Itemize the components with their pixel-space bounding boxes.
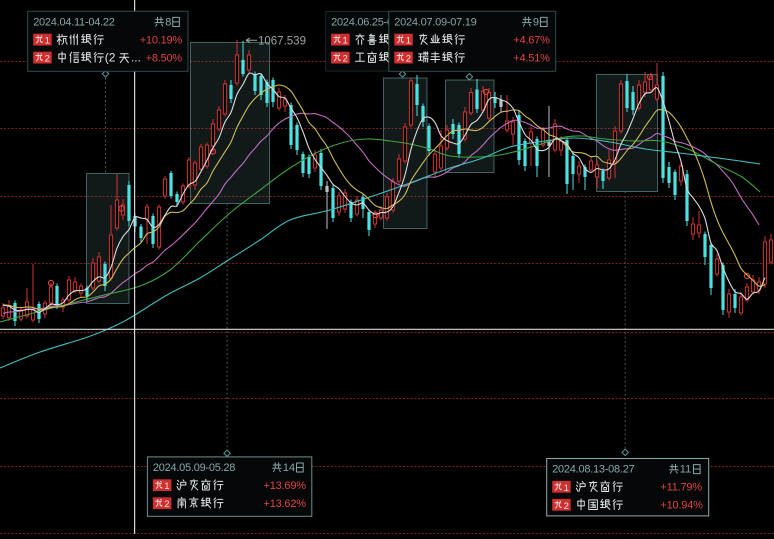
svg-text:1: 1 [164,481,169,492]
svg-text:+11.79%: +11.79% [660,482,702,494]
svg-text:14: 14 [283,462,295,474]
svg-text:+13.69%: +13.69% [264,480,307,492]
svg-text:1: 1 [406,36,411,47]
svg-text:2: 2 [564,501,569,512]
svg-text:+13.62%: +13.62% [264,498,307,510]
svg-text:2024.06.25-0: 2024.06.25-0 [331,17,393,29]
svg-text:2024.05.09-05.28: 2024.05.09-05.28 [153,462,235,474]
svg-text:1: 1 [45,36,50,47]
svg-text:2024.07.09-07.19: 2024.07.09-07.19 [394,17,476,29]
svg-text:2: 2 [343,54,348,65]
svg-text:1: 1 [564,483,569,494]
svg-text:(2: (2 [105,51,116,65]
svg-text:...: ... [131,51,141,65]
svg-text:+4.51%: +4.51% [513,53,550,65]
svg-text:1067.539: 1067.539 [258,36,306,48]
svg-text:8: 8 [165,17,171,29]
svg-text:2: 2 [164,499,169,510]
svg-text:+8.50%: +8.50% [146,53,183,65]
svg-text:2024.04.11-04.22: 2024.04.11-04.22 [33,17,115,29]
svg-text:2: 2 [406,54,411,65]
svg-text:2: 2 [45,54,50,65]
svg-text:9: 9 [533,17,539,29]
svg-text:+10.94%: +10.94% [660,500,703,512]
svg-text:+10.19%: +10.19% [140,35,183,47]
svg-text:1: 1 [343,36,348,47]
svg-text:11: 11 [680,464,691,476]
svg-text:2024.08.13-08.27: 2024.08.13-08.27 [552,464,634,476]
svg-text:+4.67%: +4.67% [513,35,550,47]
